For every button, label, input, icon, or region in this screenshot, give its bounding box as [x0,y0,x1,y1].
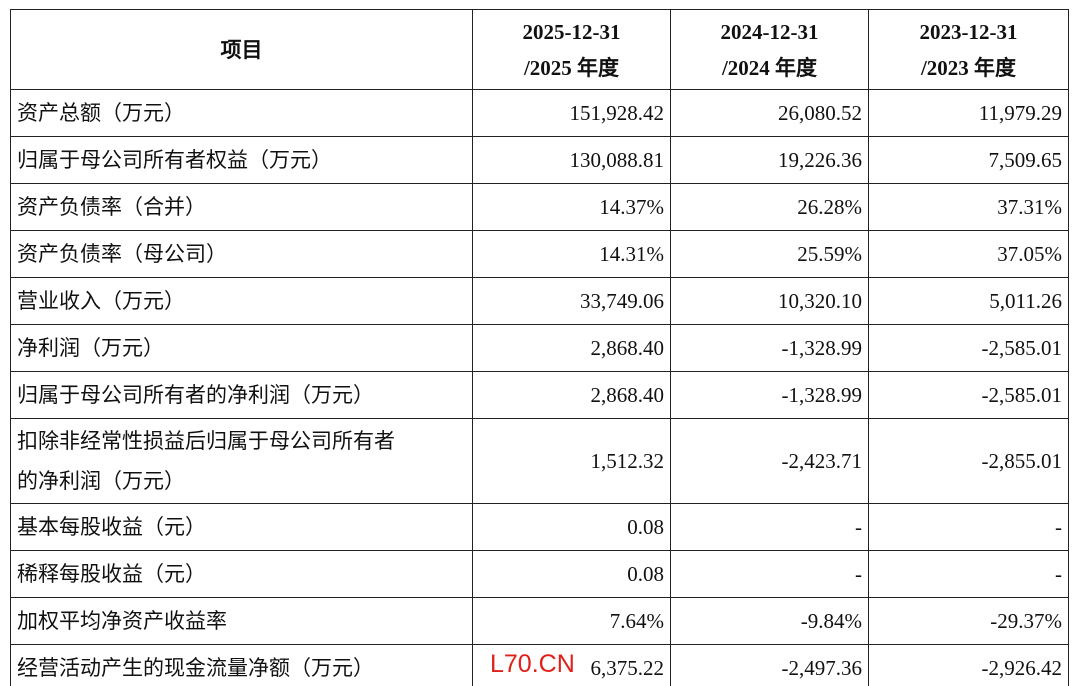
header-date: 2024-12-31/2024 年度 [670,9,869,90]
table-row: 经营活动产生的现金流量净额（万元） 6,375.22 -2,497.36 -2,926… [10,644,1069,686]
row-label: 归属于母公司所有者的净利润（万元） [10,371,473,419]
row-label: 资产负债率（合并） [10,183,473,231]
watermark: L70.CN [490,650,575,678]
table-row: 资产负债率（合并） 14.37% 26.28% 37.31% [10,183,1069,231]
header-line: 2024-12-31 [720,19,819,44]
value-cell: -2,585.01 [868,324,1069,372]
label-line: 的净利润（万元） [17,469,185,493]
label-line: 净利润（万元） [17,336,164,360]
value-cell: -1,328.99 [670,371,869,419]
header-row: 项目 2025-12-31/2025 年度 2024-12-31/2024 年度 2… [10,9,1069,90]
value-cell: -9.84% [670,597,869,645]
table-row: 资产总额（万元） 151,928.42 26,080.52 11,979.29 [10,89,1069,137]
value-cell: -2,855.01 [868,418,1069,504]
value-cell: -2,926.42 [868,644,1069,686]
value-cell: - [868,503,1069,551]
label-line: 经营活动产生的现金流量净额（万元） [17,656,374,680]
financial-table: 项目 2025-12-31/2025 年度 2024-12-31/2024 年度 2… [10,9,1069,686]
row-label: 加权平均净资产收益率 [10,597,473,645]
value-cell: 0.08 [472,503,671,551]
table-row: 归属于母公司所有者的净利润（万元） 2,868.40 -1,328.99 -2,585… [10,371,1069,419]
label-line: 资产总额（万元） [17,101,185,125]
header-line: 2023-12-31 [919,19,1018,44]
table-body: 资产总额（万元） 151,928.42 26,080.52 11,979.29 归属于母… [10,89,1069,686]
table-row: 稀释每股收益（元） 0.08- - [10,550,1069,598]
value-cell: - [670,550,869,598]
value-cell: 6,375.22 [472,644,671,686]
table-row: 基本每股收益（元） 0.08- - [10,503,1069,551]
header-date: 2025-12-31/2025 年度 [472,9,671,90]
table-row: 加权平均净资产收益率 7.64% -9.84% -29.37% [10,597,1069,645]
value-cell: -2,497.36 [670,644,869,686]
value-cell: 7,509.65 [868,136,1069,184]
value-cell: 19,226.36 [670,136,869,184]
value-cell: 5,011.26 [868,277,1069,325]
value-cell: - [670,503,869,551]
label-line: 基本每股收益（元） [17,515,206,539]
row-label: 净利润（万元） [10,324,473,372]
value-cell: 37.31% [868,183,1069,231]
value-cell: 14.31% [472,230,671,278]
value-cell: 33,749.06 [472,277,671,325]
value-cell: 2,868.40 [472,371,671,419]
header-line: 2025-12-31 [522,19,621,44]
header-item: 项目 [10,9,473,90]
value-cell: 26,080.52 [670,89,869,137]
label-line: 归属于母公司所有者权益（万元） [17,148,332,172]
value-cell: 25.59% [670,230,869,278]
row-label: 经营活动产生的现金流量净额（万元） [10,644,473,686]
label-line: 稀释每股收益（元） [17,562,206,586]
value-cell: 7.64% [472,597,671,645]
row-label: 资产总额（万元） [10,89,473,137]
value-cell: 11,979.29 [868,89,1069,137]
value-cell: -1,328.99 [670,324,869,372]
value-cell: -2,423.71 [670,418,869,504]
value-cell: 26.28% [670,183,869,231]
value-cell: 10,320.10 [670,277,869,325]
label-line: 资产负债率（合并） [17,195,206,219]
value-cell: -2,585.01 [868,371,1069,419]
table-row: 净利润（万元） 2,868.40 -1,328.99 -2,585.01 [10,324,1069,372]
value-cell: 151,928.42 [472,89,671,137]
label-line: 资产负债率（母公司） [17,242,227,266]
value-cell: 1,512.32 [472,418,671,504]
table-row: 营业收入（万元） 33,749.06 10,320.10 5,011.26 [10,277,1069,325]
label-line: 扣除非经常性损益后归属于母公司所有者 [17,429,395,453]
label-line: 加权平均净资产收益率 [17,609,227,633]
value-cell: -29.37% [868,597,1069,645]
header-line: /2024 年度 [721,55,818,80]
header-date: 2023-12-31/2023 年度 [868,9,1069,90]
value-cell: 2,868.40 [472,324,671,372]
value-cell: 0.08 [472,550,671,598]
value-cell: 37.05% [868,230,1069,278]
table-row: 归属于母公司所有者权益（万元） 130,088.81 19,226.36 7,509.… [10,136,1069,184]
label-line: 归属于母公司所有者的净利润（万元） [17,383,374,407]
row-label: 营业收入（万元） [10,277,473,325]
row-label: 扣除非经常性损益后归属于母公司所有者 的净利润（万元） [10,418,473,504]
value-cell: - [868,550,1069,598]
table-row: 扣除非经常性损益后归属于母公司所有者 的净利润（万元） 1,512.32 -2,423… [10,418,1069,504]
row-label: 归属于母公司所有者权益（万元） [10,136,473,184]
row-label: 稀释每股收益（元） [10,550,473,598]
value-cell: 130,088.81 [472,136,671,184]
label-line: 营业收入（万元） [17,289,185,313]
value-cell: 14.37% [472,183,671,231]
row-label: 基本每股收益（元） [10,503,473,551]
row-label: 资产负债率（母公司） [10,230,473,278]
header-line: /2023 年度 [920,55,1017,80]
table-row: 资产负债率（母公司） 14.31% 25.59% 37.05% [10,230,1069,278]
header-line: /2025 年度 [523,55,620,80]
